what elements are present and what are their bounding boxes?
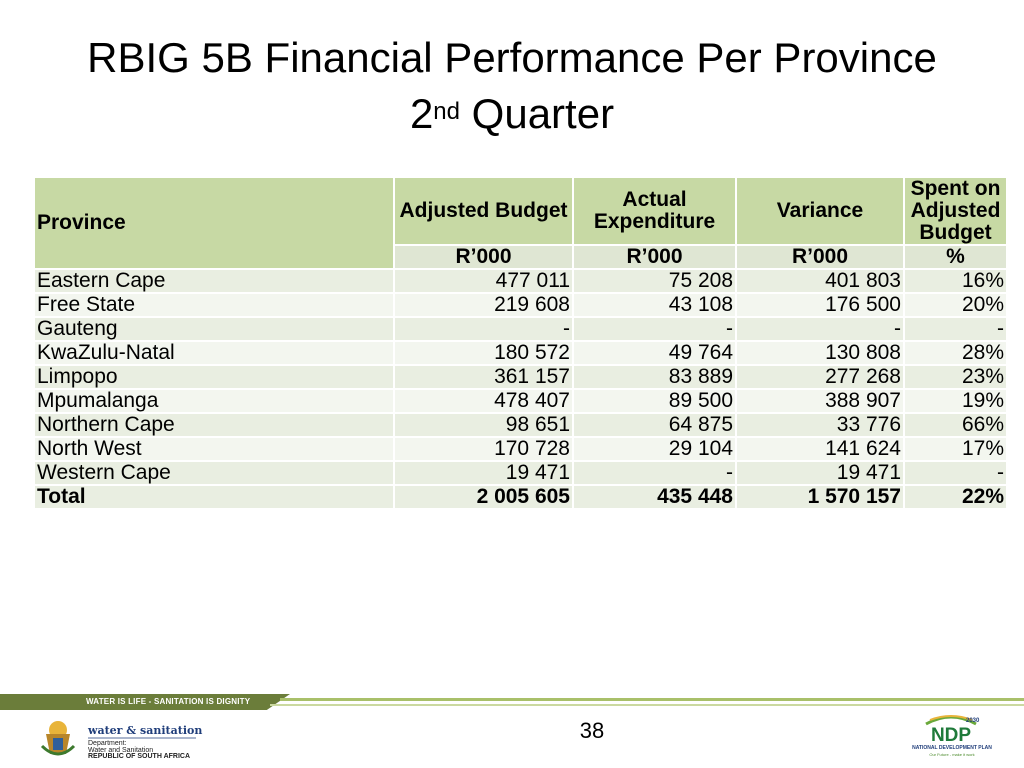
total-budget: 2 005 605 [393,484,574,510]
expenditure-cell: 89 500 [572,388,737,414]
variance-cell: 130 808 [735,340,905,366]
province-cell: KwaZulu-Natal [33,340,395,366]
spent-cell: 66% [903,412,1008,438]
budget-cell: 180 572 [393,340,574,366]
table-units-row: R’000 R’000 R’000 % [34,244,1008,270]
table-row: Gauteng - - - - [33,316,1008,342]
ndp-logo-icon: 2030 NDP [925,715,980,746]
province-cell: Northern Cape [33,412,395,438]
dept-country: REPUBLIC OF SOUTH AFRICA [88,753,191,760]
budget-cell: 478 407 [393,388,574,414]
header-variance: Variance [735,176,905,246]
spent-cell: 19% [903,388,1008,414]
variance-cell: 141 624 [735,436,905,462]
table-row: Limpopo 361 157 83 889 277 268 23% [33,364,1008,390]
budget-cell: 361 157 [393,364,574,390]
slide-title: RBIG 5B Financial Performance Per Provin… [0,30,1024,142]
table-total-row: Total 2 005 605 435 448 1 570 157 22% [33,484,1008,510]
expenditure-cell: 83 889 [572,364,737,390]
table-body: Eastern Cape 477 011 75 208 401 803 16% Free … [33,268,1008,486]
expenditure-cell: 43 108 [572,292,737,318]
budget-cell: 98 651 [393,412,574,438]
ndp-title: NATIONAL DEVELOPMENT PLAN [912,745,992,751]
total-variance: 1 570 157 [735,484,905,510]
footer-slogan: WATER IS LIFE - SANITATION IS DIGNITY [86,697,251,706]
title-line2-rest: Quarter [460,90,615,137]
coat-of-arms-icon [40,721,196,756]
spent-cell: 20% [903,292,1008,318]
total-label: Total [33,484,395,510]
variance-cell: 33 776 [735,412,905,438]
ndp-tagline: Our Future - make it work [929,752,975,757]
slide-title-line2: 2nd Quarter [0,86,1024,142]
table-row: Mpumalanga 478 407 89 500 388 907 19% [33,388,1008,414]
ndp-mark: NDP [931,725,971,746]
table-row: Northern Cape 98 651 64 875 33 776 66% [33,412,1008,438]
province-cell: Mpumalanga [33,388,395,414]
footer-divider-light [270,704,1024,706]
unit-adjusted-budget: R’000 [393,244,574,270]
table-row: Eastern Cape 477 011 75 208 401 803 16% [33,268,1008,294]
footer-band [0,694,290,710]
total-expenditure: 435 448 [572,484,737,510]
spent-cell: 23% [903,364,1008,390]
budget-cell: 477 011 [393,268,574,294]
spent-cell: 17% [903,436,1008,462]
table-row: Free State 219 608 43 108 176 500 20% [33,292,1008,318]
unit-spent: % [903,244,1008,270]
budget-cell: 219 608 [393,292,574,318]
title-line2-base: 2 [409,90,434,137]
province-cell: Eastern Cape [33,268,395,294]
spent-cell: 16% [903,268,1008,294]
financial-performance-table: Province Adjusted Budget Actual Expendit… [33,176,1008,510]
dept-name: water & sanitation [88,724,203,737]
header-province: Province [33,176,395,270]
dept-details: Department: Water and Sanitation [88,740,208,754]
province-cell: Western Cape [33,460,395,486]
expenditure-cell: 75 208 [572,268,737,294]
footer-divider [280,698,1024,701]
page-number: 38 [579,718,605,743]
variance-cell: 176 500 [735,292,905,318]
table-header-row: Province Adjusted Budget Actual Expendit… [33,176,1008,270]
title-line2-sup: nd [433,98,460,125]
variance-cell: 401 803 [735,268,905,294]
slide-title-line1: RBIG 5B Financial Performance Per Provin… [87,34,937,81]
province-cell: Free State [33,292,395,318]
table-row: Western Cape 19 471-19 471- [33,460,1008,486]
expenditure-cell: 64 875 [572,412,737,438]
total-spent: 22% [903,484,1008,510]
table-row: North West 170 728 29 104 141 624 17% [33,436,1008,462]
budget-cell: - [393,316,574,342]
header-actual-expenditure: Actual Expenditure [572,176,737,246]
unit-variance: R’000 [735,244,905,270]
variance-cell: 277 268 [735,364,905,390]
spent-cell: - [903,460,1008,486]
budget-cell: 170 728 [393,436,574,462]
variance-cell: 19 471 [735,460,905,486]
spent-cell: 28% [903,340,1008,366]
variance-cell: 388 907 [735,388,905,414]
ndp-year: 2030 [966,718,980,724]
header-spent: Spent on Adjusted Budget [903,176,1008,246]
province-cell: Gauteng [33,316,395,342]
expenditure-cell: 29 104 [572,436,737,462]
header-adjusted-budget: Adjusted Budget [393,176,574,246]
unit-actual-expenditure: R’000 [572,244,737,270]
spent-cell: - [903,316,1008,342]
budget-cell: 19 471 [393,460,574,486]
variance-cell: - [735,316,905,342]
expenditure-cell: - [572,316,737,342]
table-row: KwaZulu-Natal 180 572 49 764 130 808 28% [33,340,1008,366]
expenditure-cell: 49 764 [572,340,737,366]
province-cell: North West [33,436,395,462]
expenditure-cell: - [572,460,737,486]
dept-line2: Water and Sanitation [88,747,154,754]
province-cell: Limpopo [33,364,395,390]
dept-line1: Department: [88,740,127,747]
